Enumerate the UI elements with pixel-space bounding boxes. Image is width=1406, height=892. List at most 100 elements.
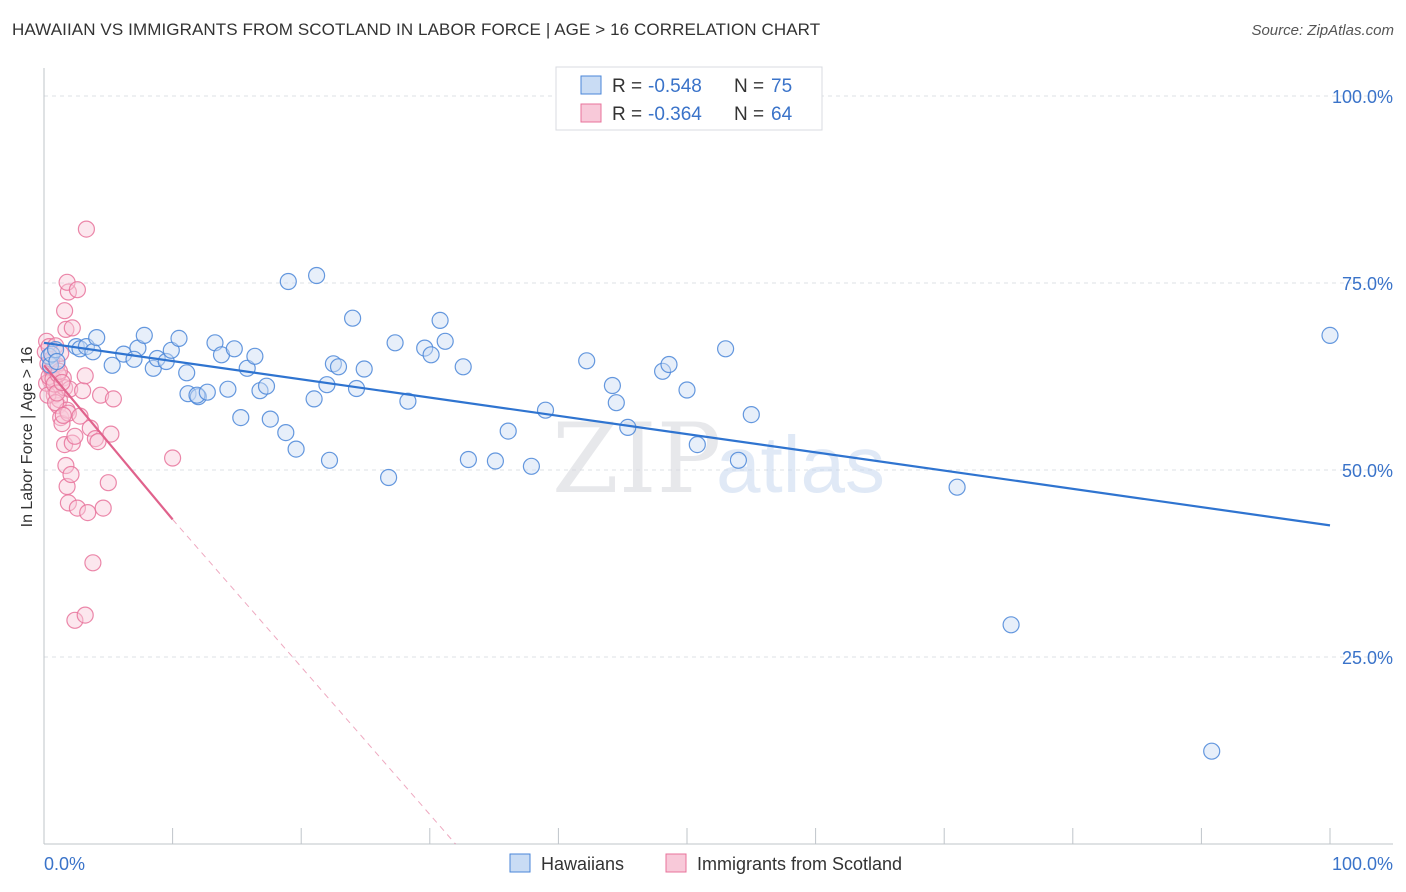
scatter-point xyxy=(716,340,735,358)
scatter-point xyxy=(660,355,678,374)
scatter-point xyxy=(399,392,417,410)
trend-line-scotland xyxy=(43,364,174,521)
x-tick-label: 0.0% xyxy=(44,854,85,874)
scatter-point xyxy=(522,457,541,475)
scatter-point xyxy=(1002,616,1020,634)
scatter-point xyxy=(742,406,760,424)
scatter-point xyxy=(63,319,81,337)
series-immigrants-from-scotland xyxy=(36,220,182,629)
scatter-point xyxy=(729,451,748,469)
scatter-point xyxy=(678,381,696,399)
watermark-atlas: atlas xyxy=(716,420,885,509)
scatter-point xyxy=(53,373,71,392)
scatter-point xyxy=(178,364,196,382)
scatter-point xyxy=(104,390,123,408)
scatter-point xyxy=(380,468,398,487)
scatter-point xyxy=(287,440,305,458)
scatter-point xyxy=(76,367,94,385)
x-tick-labels: 0.0% 100.0% xyxy=(44,854,1393,874)
scatter-point xyxy=(48,384,66,402)
scatter-point xyxy=(454,358,472,376)
scatter-point xyxy=(305,390,323,408)
scatter-point xyxy=(162,341,180,359)
scatter-point xyxy=(225,340,243,358)
y-axis-title-wrap: In Labor Force | Age > 16 xyxy=(16,300,40,580)
scatter-point xyxy=(59,494,78,512)
scatter-point xyxy=(329,358,348,376)
trend-line-scotland-extension xyxy=(172,519,456,845)
legend-n-label-1: N = xyxy=(734,76,764,97)
legend-bottom-label-scotland: Immigrants from Scotland xyxy=(697,854,902,874)
scatter-point xyxy=(62,465,80,484)
scatter-point xyxy=(198,383,216,401)
scatter-point xyxy=(77,220,96,238)
scatter-point xyxy=(135,326,153,344)
scatter-point xyxy=(88,329,106,347)
legend-r-value-2: -0.364 xyxy=(648,104,702,125)
scatter-point xyxy=(73,382,92,400)
watermark: ZIP atlas xyxy=(552,403,885,515)
scatter-point xyxy=(1321,326,1339,344)
scatter-point xyxy=(246,347,264,365)
y-tick-label: 25.0% xyxy=(1342,648,1393,668)
legend-top: R = -0.548 N = 75 R = -0.364 N = 64 xyxy=(555,66,823,131)
watermark-zip: ZIP xyxy=(552,403,721,515)
scatter-point xyxy=(86,430,105,448)
legend-bottom-swatch-scotland xyxy=(665,853,687,873)
scatter-point xyxy=(125,350,143,368)
scatter-point xyxy=(170,329,188,347)
scatter-point xyxy=(422,346,440,364)
scatter-point xyxy=(219,380,237,398)
scatter-point xyxy=(84,343,102,361)
scatter-point xyxy=(102,425,120,443)
y-tick-label: 50.0% xyxy=(1342,461,1393,481)
scatter-point xyxy=(277,424,295,442)
legend-r-label-2: R = xyxy=(612,104,642,125)
scatter-point xyxy=(63,434,81,452)
scatter-point xyxy=(99,474,117,492)
scatter-point xyxy=(54,406,72,424)
scatter-point xyxy=(68,281,87,299)
scatter-point xyxy=(436,332,454,350)
legend-bottom-swatch-hawaiians xyxy=(509,853,531,873)
chart-title: HAWAIIAN VS IMMIGRANTS FROM SCOTLAND IN … xyxy=(12,20,821,39)
scatter-point xyxy=(416,339,434,357)
scatter-point xyxy=(499,422,517,440)
legend-n-value-2: 64 xyxy=(771,104,793,125)
trend-line-hawaiians xyxy=(43,341,1331,527)
legend-n-value-1: 75 xyxy=(771,76,792,97)
y-tick-label: 75.0% xyxy=(1342,274,1393,294)
scatter-point xyxy=(261,410,279,428)
scatter-point xyxy=(66,611,84,629)
scatter-point xyxy=(84,554,102,572)
scatter-point xyxy=(308,266,326,285)
scatter-point xyxy=(79,503,97,522)
scatter-point xyxy=(68,499,87,517)
scatter-point xyxy=(57,320,75,338)
scatter-point xyxy=(486,452,504,470)
scatter-point xyxy=(324,355,342,373)
series-hawaiians xyxy=(40,266,1339,760)
legend-n-label-2: N = xyxy=(734,104,764,125)
scatter-point xyxy=(653,362,672,380)
scatter-point xyxy=(94,499,112,517)
scatter-point xyxy=(103,356,121,374)
scatter-point xyxy=(320,451,339,469)
scatter-point xyxy=(76,606,94,624)
legend-r-label-1: R = xyxy=(612,76,642,97)
legend-bottom-label-hawaiians: Hawaiians xyxy=(541,854,624,874)
scatter-point xyxy=(66,427,84,445)
legend-swatch-scotland xyxy=(580,103,602,123)
scatter-point xyxy=(948,478,966,496)
scatter-point xyxy=(688,436,706,454)
scatter-point xyxy=(279,272,297,291)
scatter-point xyxy=(607,394,625,412)
scatter-point xyxy=(355,360,373,378)
scatter-point xyxy=(459,450,477,469)
scatter-point xyxy=(89,433,107,451)
legend-swatch-hawaiians xyxy=(580,75,602,95)
scatter-point xyxy=(386,334,404,352)
y-tick-label: 100.0% xyxy=(1332,87,1393,107)
y-tick-labels: 100.0% 75.0% 50.0% 25.0% xyxy=(1332,87,1393,668)
